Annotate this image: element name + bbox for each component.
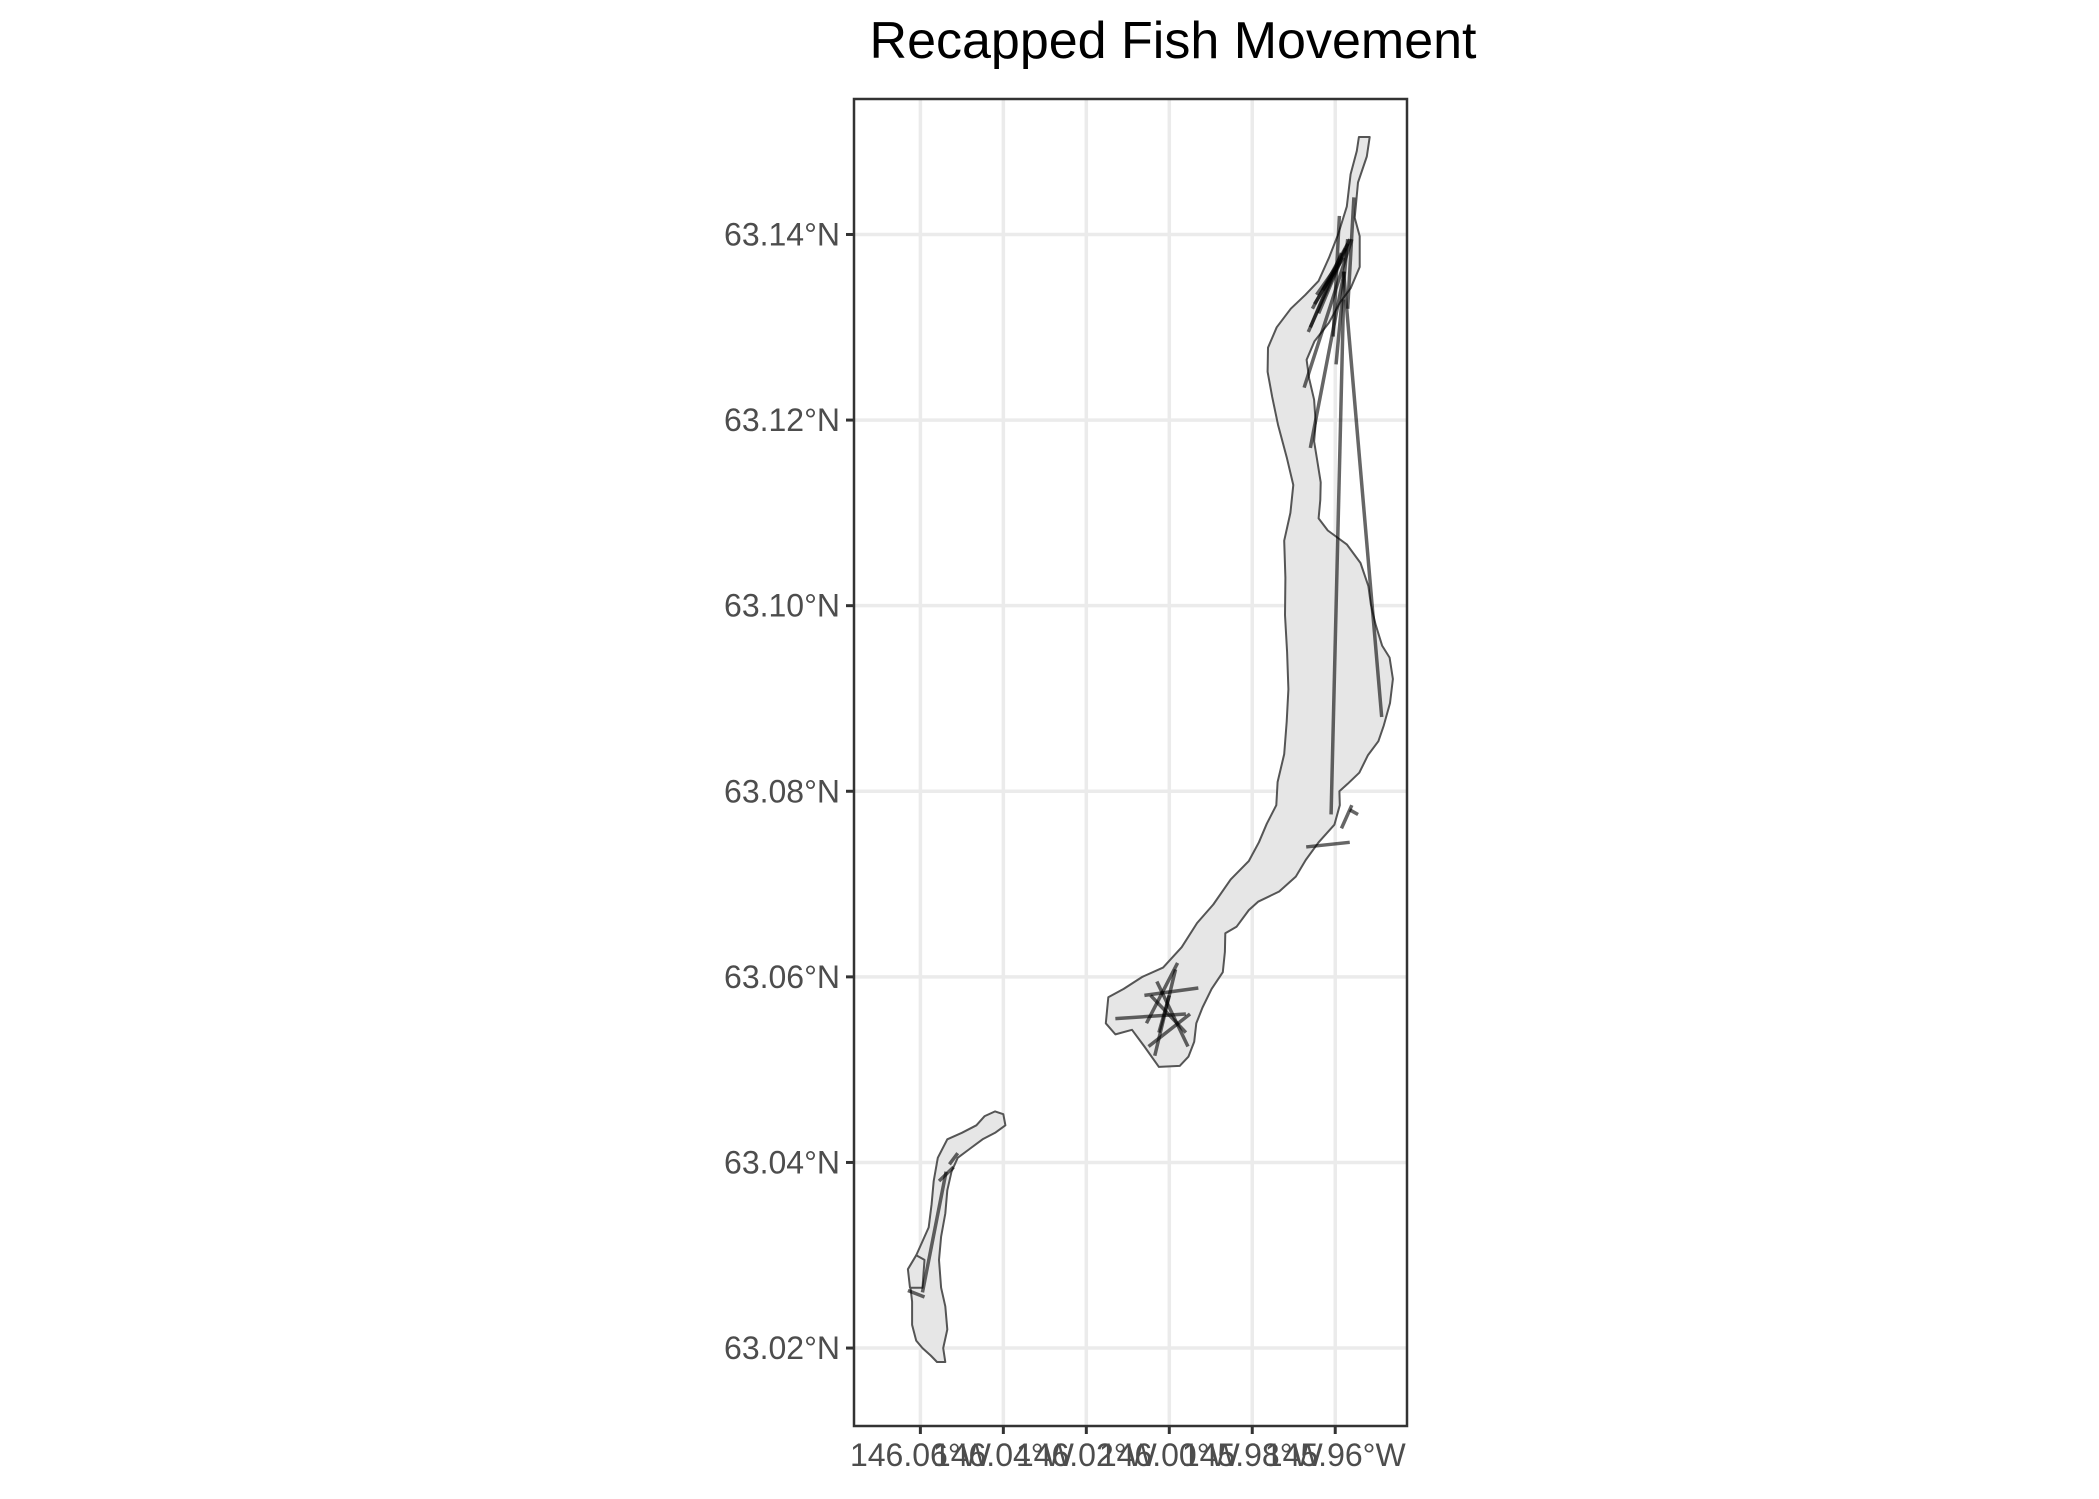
movement-line-11 <box>1345 197 1356 309</box>
movement-line-27 <box>948 1152 960 1166</box>
movement-line-21 <box>1144 962 1180 1025</box>
movement-line-9 <box>1331 215 1342 337</box>
panel-border <box>852 97 1409 1428</box>
movement-lines <box>907 197 1384 1299</box>
movement-line-15 <box>1339 804 1354 830</box>
x-tick-label-3: 146.00°W <box>1099 1437 1241 1473</box>
water-bodies <box>906 136 1394 1363</box>
water-body-1 <box>909 1110 1007 1363</box>
water-body-0 <box>1104 136 1394 1068</box>
movement-line-26 <box>907 1288 926 1299</box>
movement-line-5 <box>1312 266 1339 305</box>
y-tick-label-6: 63.02°N <box>724 1330 840 1366</box>
movement-line-24 <box>1147 1012 1192 1048</box>
x-tick-label-2: 146.02°W <box>1016 1437 1158 1473</box>
movement-line-23 <box>1157 994 1171 1034</box>
y-tick-label-0: 63.14°N <box>724 216 840 252</box>
x-tick-label-5: 145.96°W <box>1265 1437 1407 1473</box>
x-tick-label-4: 145.98°W <box>1182 1437 1324 1473</box>
y-tick-label-5: 63.04°N <box>724 1144 840 1180</box>
chart-title: Recapped Fish Movement <box>870 12 1478 70</box>
movement-line-13 <box>1341 271 1384 718</box>
y-tick-label-2: 63.10°N <box>724 588 840 624</box>
y-tick-label-1: 63.12°N <box>724 402 840 438</box>
y-tick-label-4: 63.06°N <box>724 959 840 995</box>
x-tick-label-1: 146.04°W <box>933 1437 1075 1473</box>
movement-line-22 <box>1149 994 1188 1034</box>
axes: 146.06°W146.04°W146.02°W146.00°W145.98°W… <box>724 216 1406 1473</box>
movement-line-12 <box>1329 299 1346 815</box>
movement-line-16 <box>1348 808 1359 816</box>
movement-line-14 <box>1306 840 1350 849</box>
movement-line-6 <box>1317 238 1352 315</box>
x-tick-label-0: 146.06°W <box>850 1437 992 1473</box>
y-tick-label-3: 63.08°N <box>724 773 840 809</box>
water-body-2 <box>906 1254 926 1289</box>
movement-line-28 <box>937 1165 955 1183</box>
movement-line-8 <box>1308 271 1347 449</box>
movement-line-25 <box>920 1171 948 1293</box>
